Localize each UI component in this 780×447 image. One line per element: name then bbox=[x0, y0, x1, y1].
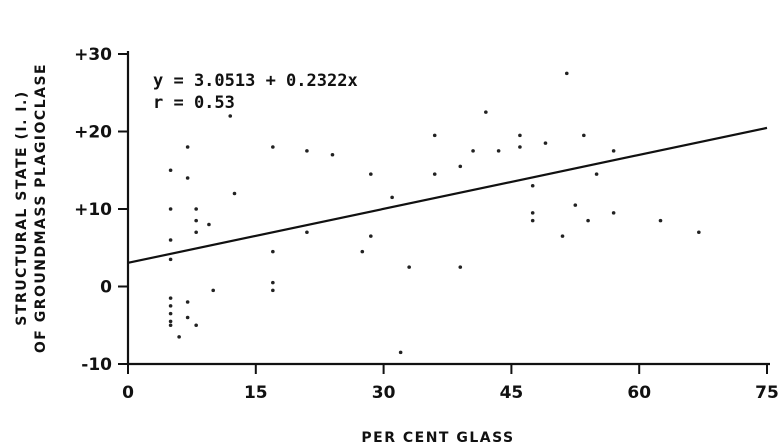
x-tick-label: 15 bbox=[244, 383, 268, 403]
data-point bbox=[168, 311, 173, 316]
data-point bbox=[369, 172, 373, 176]
data-point bbox=[407, 265, 411, 269]
data-point bbox=[168, 257, 173, 262]
data-point bbox=[305, 230, 309, 235]
x-tick-label: 30 bbox=[372, 383, 396, 403]
data-point bbox=[211, 288, 215, 293]
data-point bbox=[271, 249, 275, 254]
y-axis-label: STRUCTURAL STATE (I. I.) OF GROUNDMASS P… bbox=[14, 63, 49, 353]
data-point bbox=[168, 168, 173, 173]
data-point bbox=[168, 296, 173, 300]
data-point bbox=[232, 191, 237, 196]
data-point bbox=[330, 152, 335, 157]
data-point bbox=[207, 222, 211, 227]
x-tick-label: 45 bbox=[500, 383, 524, 403]
data-point bbox=[168, 323, 173, 328]
data-point bbox=[458, 164, 463, 169]
data-point bbox=[611, 149, 616, 153]
data-point bbox=[586, 218, 590, 223]
data-point bbox=[530, 211, 535, 215]
data-point bbox=[543, 141, 548, 145]
x-tick-label: 0 bbox=[122, 383, 134, 403]
data-point bbox=[360, 249, 365, 254]
data-point bbox=[594, 172, 599, 176]
data-point bbox=[530, 183, 535, 188]
data-point bbox=[271, 280, 275, 285]
data-point bbox=[271, 145, 275, 149]
data-point bbox=[518, 145, 522, 149]
data-point bbox=[168, 207, 173, 211]
data-point bbox=[458, 265, 463, 269]
data-point bbox=[228, 114, 233, 118]
data-point bbox=[194, 323, 198, 328]
y-tick-label: +10 bbox=[74, 200, 112, 220]
regression-equation: y = 3.0513 + 0.2322x bbox=[153, 71, 358, 91]
data-point bbox=[194, 218, 198, 223]
data-point bbox=[496, 149, 501, 153]
data-point bbox=[168, 319, 173, 324]
data-point bbox=[484, 110, 488, 114]
correlation-coefficient: r = 0.53 bbox=[153, 93, 235, 113]
y-tick-label: 0 bbox=[100, 278, 112, 298]
data-points bbox=[168, 71, 701, 355]
x-tick-label: 75 bbox=[755, 383, 779, 403]
data-point bbox=[194, 207, 198, 211]
data-point bbox=[185, 176, 190, 180]
data-point bbox=[271, 288, 275, 293]
data-point bbox=[560, 234, 565, 238]
data-point bbox=[611, 211, 616, 215]
data-point bbox=[564, 71, 569, 76]
data-point bbox=[582, 133, 586, 138]
x-tick-label: 60 bbox=[627, 383, 651, 403]
data-point bbox=[471, 149, 475, 153]
data-point bbox=[369, 234, 373, 238]
data-point bbox=[432, 172, 437, 176]
y-tick-label: +20 bbox=[74, 123, 112, 143]
data-point bbox=[168, 304, 173, 308]
data-point bbox=[194, 230, 198, 235]
y-axis-label-line-2: OF GROUNDMASS PLAGIOCLASE bbox=[33, 63, 49, 353]
y-tick-label: -10 bbox=[81, 355, 112, 375]
data-point bbox=[168, 238, 173, 242]
data-point bbox=[398, 350, 403, 355]
y-axis-ticks: +30 +20 +10 0 -10 bbox=[74, 45, 128, 375]
data-point bbox=[518, 133, 522, 138]
data-point bbox=[530, 218, 535, 223]
data-point bbox=[697, 230, 701, 235]
data-point bbox=[185, 300, 190, 304]
data-point bbox=[658, 218, 663, 223]
data-point bbox=[432, 133, 437, 138]
data-point bbox=[185, 145, 190, 149]
x-axis-label: PER CENT GLASS bbox=[361, 430, 514, 446]
x-axis-ticks: 0 15 30 45 60 75 bbox=[122, 364, 779, 403]
data-point bbox=[390, 195, 394, 200]
y-tick-label: +30 bbox=[74, 45, 112, 65]
y-axis-label-line-1: STRUCTURAL STATE (I. I.) bbox=[14, 90, 30, 325]
regression-line bbox=[127, 126, 768, 264]
data-point bbox=[573, 203, 578, 207]
data-point bbox=[185, 315, 190, 320]
data-point bbox=[177, 335, 181, 339]
data-point bbox=[305, 149, 309, 153]
